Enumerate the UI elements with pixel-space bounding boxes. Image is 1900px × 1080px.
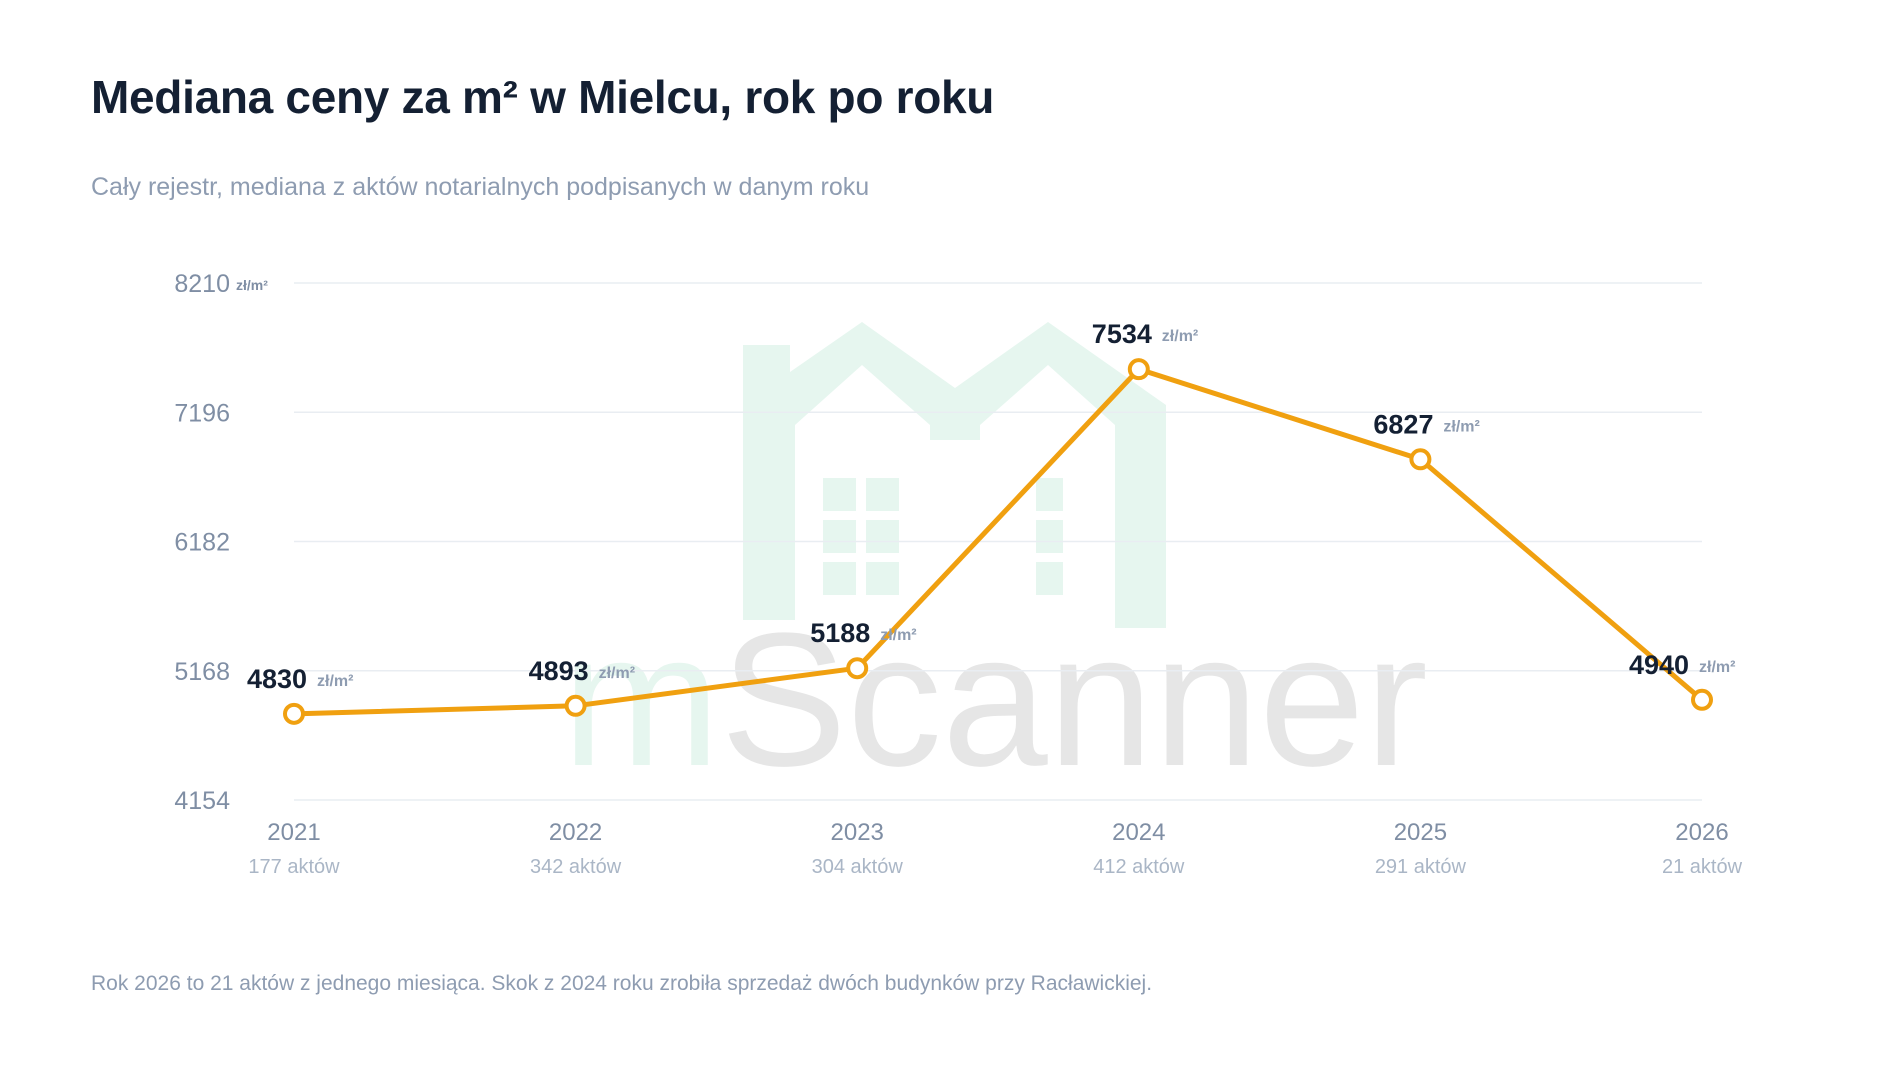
x-tick-sublabel: 291 aktów (1375, 856, 1467, 878)
data-label-unit: zł/m² (1699, 659, 1735, 676)
x-tick-label: 2024 (1112, 819, 1165, 846)
data-point (1409, 448, 1432, 471)
x-tick-sublabel: 412 aktów (1093, 856, 1185, 878)
data-point (1691, 688, 1713, 711)
house-logo-outline (743, 322, 1166, 628)
series-line-group (283, 358, 1713, 725)
y-tick-label: 6182 (174, 529, 230, 557)
data-label: 4830 (247, 664, 307, 694)
y-axis: 4154 5168 6182 7196 8210 zł/m² (174, 270, 268, 815)
y-tick-label: 4154 (174, 787, 230, 815)
house-window-left-2 (823, 520, 856, 553)
data-label: 7534 (1092, 319, 1152, 349)
chart-subtitle: Cały rejestr, mediana z aktów notarialny… (91, 173, 870, 201)
data-label: 4940 (1629, 650, 1689, 680)
y-tick-label: 5168 (174, 658, 230, 686)
data-label: 4893 (529, 656, 589, 686)
data-label-unit: zł/m² (1162, 328, 1198, 345)
y-tick-label: 8210 (174, 270, 230, 298)
house-logo-icon (743, 322, 1166, 628)
grid-lines (294, 282, 1702, 801)
x-tick-label: 2026 (1675, 819, 1728, 846)
house-window-left-0 (823, 478, 856, 511)
data-point (846, 657, 869, 680)
x-tick-sublabel: 304 aktów (812, 856, 904, 878)
house-window-right-1 (1036, 520, 1063, 553)
house-window-left-4 (823, 562, 856, 595)
x-tick-label: 2023 (831, 819, 884, 846)
series-line (291, 366, 1705, 717)
y-tick-label: 7196 (174, 399, 230, 427)
data-label: 5188 (810, 618, 870, 648)
watermark-text-prefix: m (562, 594, 720, 806)
x-tick-label: 2025 (1394, 819, 1447, 846)
x-tick-label: 2021 (267, 819, 320, 846)
x-tick-sublabel: 177 aktów (248, 856, 340, 878)
data-labels: 4830 zł/m² 4893 zł/m² 5188 zł/m² 7534 zł/m² 6827… (247, 319, 1735, 694)
data-label-unit: zł/m² (1443, 418, 1479, 435)
data-point (1127, 358, 1150, 381)
data-label-unit: zł/m² (599, 665, 635, 682)
x-axis: 2021 177 aktów 2022 342 aktów 2023 304 aktów 2… (248, 819, 1742, 878)
house-window-left-1 (866, 478, 899, 511)
y-axis-unit: zł/m² (236, 277, 268, 293)
data-point (283, 702, 305, 725)
data-label-unit: zł/m² (880, 627, 916, 644)
chart-title: Mediana ceny za m² w Mielcu, rok po roku (91, 71, 995, 123)
x-tick-label: 2022 (549, 819, 602, 846)
watermark-text: mScanner (562, 594, 1428, 806)
house-window-left-3 (866, 520, 899, 553)
x-tick-sublabel: 342 aktów (530, 856, 622, 878)
watermark: mScanner (562, 322, 1428, 806)
data-label-unit: zł/m² (317, 673, 353, 690)
house-window-left-5 (866, 562, 899, 595)
house-window-right-2 (1036, 562, 1063, 595)
chart-footnote: Rok 2026 to 21 aktów z jednego miesiąca.… (91, 972, 1153, 995)
watermark-text-rest: Scanner (720, 594, 1428, 806)
data-label: 6827 (1373, 409, 1433, 439)
house-window-right-0 (1036, 478, 1063, 511)
data-point (564, 694, 587, 717)
x-tick-sublabel: 21 aktów (1662, 856, 1743, 878)
